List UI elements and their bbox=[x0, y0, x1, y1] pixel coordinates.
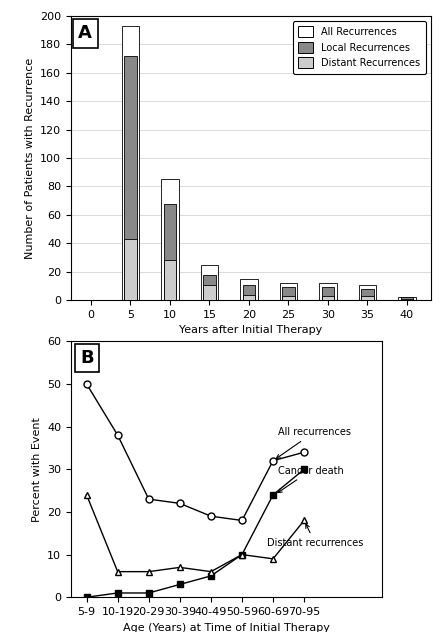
Bar bbox=[398, 298, 416, 300]
X-axis label: Age (Years) at Time of Initial Therapy: Age (Years) at Time of Initial Therapy bbox=[123, 623, 330, 632]
Bar bbox=[124, 239, 137, 300]
Bar bbox=[359, 284, 376, 300]
Text: Cancer death: Cancer death bbox=[278, 466, 344, 492]
Bar bbox=[400, 298, 413, 300]
Bar bbox=[242, 284, 255, 300]
X-axis label: Years after Initial Therapy: Years after Initial Therapy bbox=[179, 325, 322, 336]
Y-axis label: Number of Patients with Recurrence: Number of Patients with Recurrence bbox=[24, 58, 35, 258]
Bar bbox=[361, 289, 374, 300]
Y-axis label: Percent with Event: Percent with Event bbox=[32, 417, 42, 521]
Bar bbox=[400, 299, 413, 300]
Bar bbox=[122, 26, 139, 300]
Text: B: B bbox=[80, 349, 94, 367]
Text: A: A bbox=[78, 24, 92, 42]
Bar bbox=[321, 296, 334, 300]
Legend: All Recurrences, Local Recurrences, Distant Recurrences: All Recurrences, Local Recurrences, Dist… bbox=[293, 21, 426, 74]
Bar bbox=[240, 279, 258, 300]
Bar bbox=[242, 295, 255, 300]
Text: Distant recurrences: Distant recurrences bbox=[267, 524, 363, 548]
Text: All recurrences: All recurrences bbox=[276, 427, 351, 458]
Bar bbox=[361, 296, 374, 300]
Bar bbox=[163, 260, 176, 300]
Bar bbox=[282, 296, 295, 300]
Bar bbox=[319, 283, 337, 300]
Bar bbox=[201, 265, 218, 300]
Bar bbox=[282, 288, 295, 300]
Bar bbox=[124, 56, 137, 300]
Bar bbox=[280, 283, 297, 300]
Bar bbox=[203, 274, 216, 300]
Bar bbox=[203, 284, 216, 300]
Bar bbox=[161, 179, 178, 300]
Bar bbox=[321, 288, 334, 300]
Bar bbox=[163, 204, 176, 300]
